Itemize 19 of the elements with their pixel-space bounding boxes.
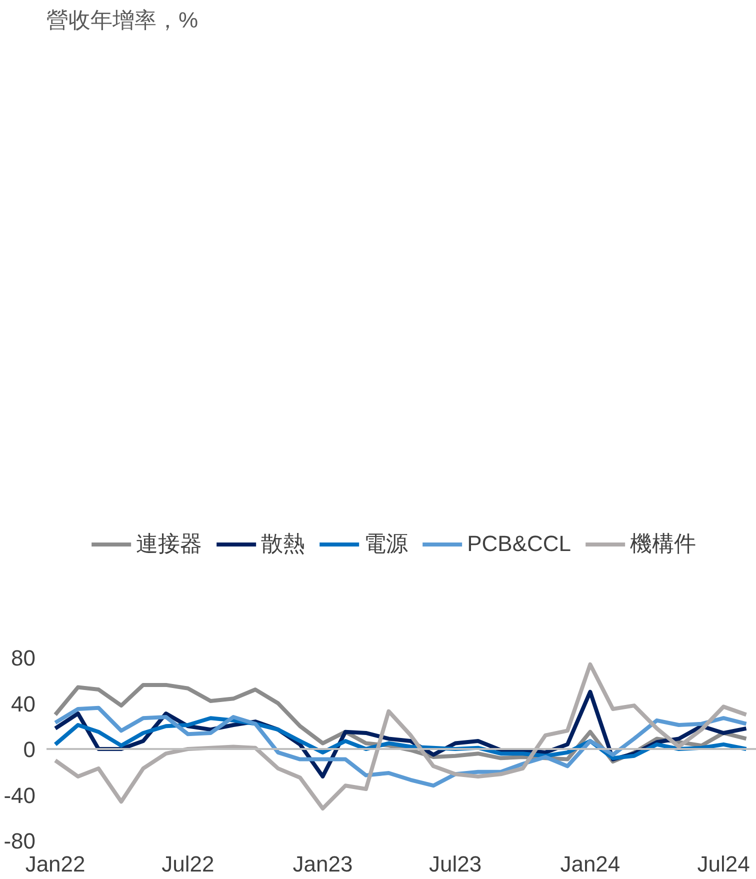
legend-label: 散熱 <box>261 530 306 558</box>
legend-label: 連接器 <box>136 530 202 558</box>
x-tick-label: Jan22 <box>25 852 86 876</box>
x-tick-label: Jan23 <box>292 852 353 876</box>
y-tick-label: -80 <box>4 828 36 854</box>
x-tick-label: Jul23 <box>429 852 482 876</box>
legend-label: PCB&CCL <box>467 530 571 557</box>
x-tick-label: Jan24 <box>560 852 620 876</box>
legend-label: 電源 <box>364 530 408 558</box>
y-tick-label: 0 <box>23 737 36 762</box>
y-tick-label: 40 <box>11 691 36 716</box>
x-tick-label: Jul24 <box>697 852 750 876</box>
legend-label: 機構件 <box>630 530 696 558</box>
line-series <box>53 662 748 810</box>
chart-title: 營收年增率，% <box>46 8 198 32</box>
x-tick-label: Jul22 <box>162 852 214 876</box>
line-series <box>53 706 748 788</box>
y-tick-label: 80 <box>11 646 36 670</box>
y-tick-label: -40 <box>4 782 36 808</box>
